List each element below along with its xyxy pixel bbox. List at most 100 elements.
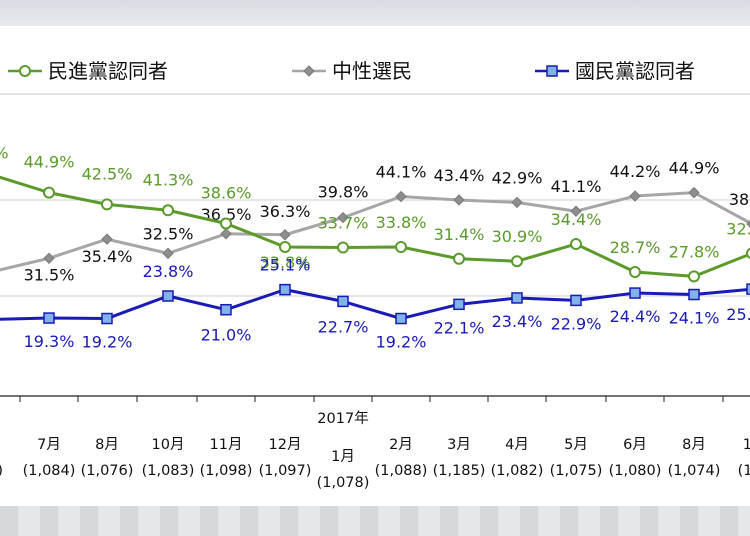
data-point [629, 287, 641, 299]
x-tick-month: 11月 [210, 437, 243, 453]
x-tick-sample: (1,0 [738, 463, 750, 479]
data-point [101, 198, 113, 211]
data-point [453, 298, 465, 311]
data-label: 36.5% [201, 205, 252, 224]
x-tick-sample: (1,074) [668, 463, 721, 479]
data-point [337, 211, 349, 224]
data-label: 44.9% [669, 159, 720, 178]
x-tick-month: 10 [743, 437, 750, 453]
x-tick-sample: (1,080) [609, 463, 662, 479]
data-point [688, 186, 700, 199]
data-point [688, 288, 700, 301]
x-tick-sample: 77) [0, 463, 3, 479]
data-label: 28.7% [610, 238, 661, 257]
data-point [570, 238, 582, 251]
x-tick-month: 2月 [389, 437, 413, 453]
data-point [395, 190, 407, 203]
x-tick-sample: (1,098) [200, 463, 253, 479]
data-label: 36.3% [260, 202, 311, 221]
data-point [395, 312, 407, 325]
data-label: 31.4% [434, 225, 485, 244]
data-point [101, 312, 113, 325]
data-label: 33.8% [376, 213, 427, 232]
legend: 民進黨認同者 中性選民 國民黨認同者 [8, 59, 695, 83]
data-label: 30.9% [492, 227, 543, 246]
data-point [43, 312, 55, 324]
data-point [688, 270, 700, 283]
legend-item: 中性選民 [292, 59, 412, 83]
data-point [43, 186, 55, 199]
data-point [220, 228, 232, 240]
series-line [0, 175, 750, 278]
data-point [511, 196, 523, 209]
data-label: 25. [726, 305, 750, 324]
data-label: 33.7% [318, 213, 369, 232]
series-circle: % 44.9% 42.5% 41.3% 38.6% 33.8% 33.7% 33.8% 31.4… [0, 143, 750, 283]
data-label: 44.2% [610, 162, 661, 181]
x-tick-month: 5月 [564, 437, 588, 453]
data-label: 43.4% [434, 166, 485, 185]
data-label: 44.1% [376, 163, 427, 182]
legend-label: 中性選民 [332, 59, 412, 83]
data-point [746, 247, 750, 260]
data-point [220, 217, 232, 230]
x-tick-sample: (1,078) [317, 475, 370, 491]
series-diamond: 31.5% 35.4% 32.5% 36.5% 36.3% 39.8% 44.1% 43.4%… [0, 159, 750, 284]
data-label: 31.5% [24, 265, 75, 284]
data-label: 19.3% [24, 332, 75, 351]
data-point [453, 194, 465, 206]
data-point [162, 290, 174, 302]
x-tick-sample: (1,097) [259, 463, 312, 479]
data-point [279, 229, 291, 241]
data-label: 19.2% [376, 333, 427, 352]
x-tick-month: 10月 [152, 437, 185, 453]
data-label: 33.8% [260, 253, 311, 272]
legend-label: 民進黨認同者 [48, 59, 168, 83]
x-tick-sample: (1,082) [491, 463, 544, 479]
legend-marker-square [546, 65, 558, 77]
data-label: 19.2% [82, 333, 133, 352]
data-label: 23.4% [492, 312, 543, 331]
data-label: 35.4% [82, 247, 133, 266]
data-point [746, 283, 750, 295]
legend-marker-diamond [303, 65, 315, 77]
x-tick-sample: (1,084) [23, 463, 76, 479]
data-point [511, 255, 523, 268]
data-point [220, 303, 232, 316]
data-point [337, 241, 349, 254]
data-label: 22.1% [434, 318, 485, 337]
data-point [570, 205, 582, 217]
data-label: 42.5% [82, 164, 133, 183]
data-label: 38 [729, 190, 749, 209]
series-line [0, 191, 750, 272]
data-point [101, 233, 113, 245]
data-point [162, 247, 174, 260]
data-point [570, 294, 582, 307]
background-bottom [0, 506, 750, 536]
x-tick-sample: (1,083) [142, 463, 195, 479]
data-point [629, 265, 641, 278]
x-tick-month: 12月 [269, 437, 302, 453]
legend-marker-circle [19, 65, 31, 77]
data-label: 44.9% [24, 153, 75, 172]
series-square: 9%19.3%19.2%23.8%21.0%25.1%22.7%19.2%22.… [0, 256, 750, 352]
data-label: 21.0% [201, 326, 252, 345]
background-top [0, 0, 750, 26]
x-tick-sample: (1,088) [375, 463, 428, 479]
data-point [279, 241, 291, 253]
x-tick-month: 4月 [505, 437, 529, 453]
series-line [0, 287, 750, 321]
data-label: 22.9% [551, 314, 602, 333]
data-label: 34.4% [551, 210, 602, 229]
data-point [511, 292, 523, 304]
x-tick-sample: (1,075) [550, 463, 603, 479]
data-label: 39.8% [318, 183, 369, 202]
x-tick-month: 8月 [95, 437, 119, 453]
data-point [746, 220, 750, 228]
data-label: 32. [726, 219, 750, 238]
x-tick-sample: (1,185) [433, 463, 486, 479]
x-tick-month: 8月 [682, 437, 706, 453]
data-point [629, 190, 641, 202]
